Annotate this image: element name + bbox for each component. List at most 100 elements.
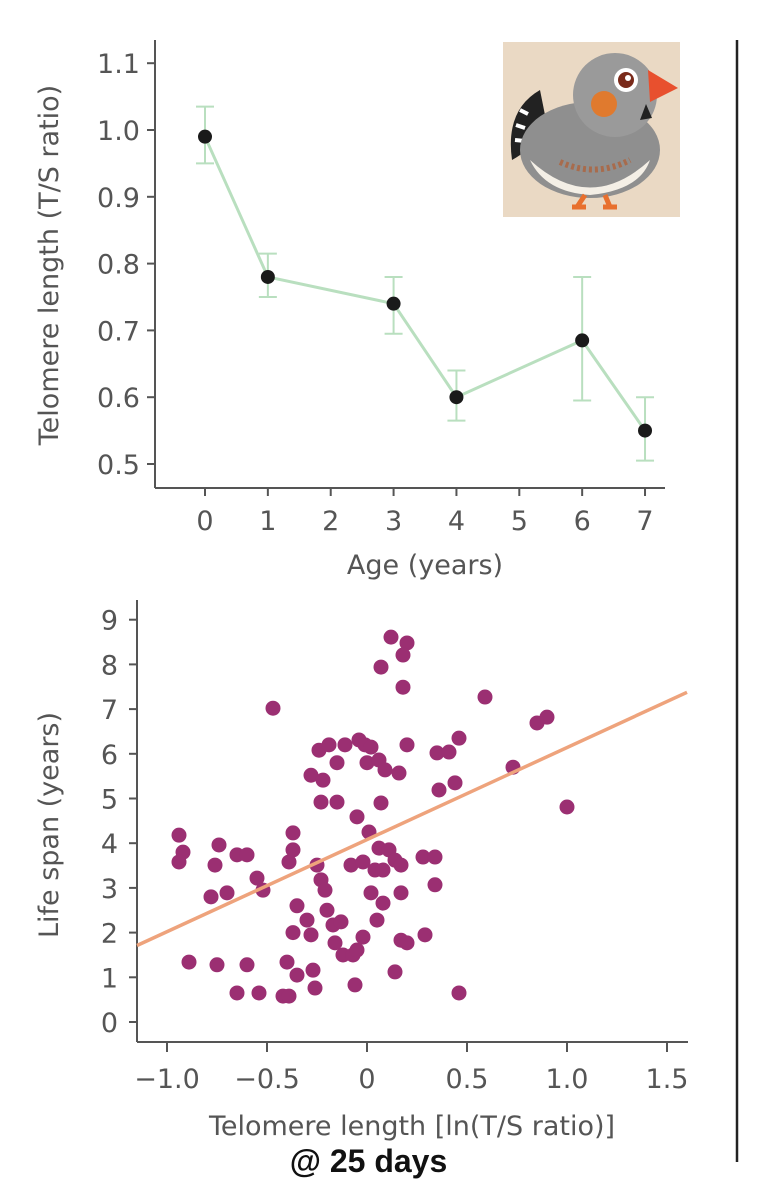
- x-axis-label: Age (years): [347, 550, 503, 581]
- scatter-point: [349, 809, 365, 825]
- bird-eye-highlight: [625, 75, 631, 81]
- x-tick-label: 6: [574, 506, 591, 537]
- y-tick-label: 0.8: [97, 250, 140, 281]
- y-axis-label: Telomere length (T/S ratio): [34, 85, 65, 446]
- bird-tear-mark: [640, 104, 652, 120]
- scatter-point: [559, 799, 575, 815]
- bird-cheek: [591, 91, 617, 117]
- scatter-point: [333, 914, 349, 930]
- y-tick-label: 3: [101, 874, 118, 905]
- scatter-point: [429, 745, 445, 761]
- x-tick-label: 0: [358, 1064, 375, 1095]
- y-axis-label: Life span (years): [34, 712, 65, 938]
- scatter-point: [355, 929, 371, 945]
- scatter-point: [387, 964, 403, 980]
- scatter-point: [289, 898, 305, 914]
- x-tick-label: 0: [196, 506, 213, 537]
- scatter-point: [395, 679, 411, 695]
- scatter-point: [363, 739, 379, 755]
- data-point: [638, 423, 653, 438]
- scatter-point: [393, 885, 409, 901]
- scatter-point: [305, 962, 321, 978]
- scatter-point: [219, 885, 235, 901]
- scatter-point: [307, 980, 323, 996]
- scatter-point: [359, 755, 375, 771]
- scatter-point: [395, 647, 411, 663]
- scatter-point: [427, 877, 443, 893]
- scatter-point: [285, 842, 301, 858]
- y-tick-label: 0.9: [97, 183, 140, 214]
- scatter-point: [209, 957, 225, 973]
- scatter-point: [383, 629, 399, 645]
- scatter-point: [399, 635, 415, 651]
- x-tick-label: 5: [511, 506, 528, 537]
- series-line: [203, 136, 647, 432]
- scatter-point: [321, 737, 337, 753]
- scatter-point: [281, 988, 297, 1004]
- bird-head: [573, 53, 657, 137]
- scatter-point: [477, 689, 493, 705]
- scatter-point: [329, 794, 345, 810]
- scatter-point: [427, 849, 443, 865]
- scatter-point: [281, 854, 297, 870]
- y-tick-label: 7: [101, 695, 118, 726]
- scatter-point: [229, 985, 245, 1001]
- y-tick-label: 9: [101, 606, 118, 637]
- tail-stripes: [514, 108, 531, 154]
- scatter-point: [279, 954, 295, 970]
- scatter-point: [239, 847, 255, 863]
- scatter-point: [319, 902, 335, 918]
- x-tick-label: 3: [385, 506, 402, 537]
- scatter-point: [203, 889, 219, 905]
- scatter-point: [171, 854, 187, 870]
- scatter-point: [171, 827, 187, 843]
- y-tick-label: 0.5: [97, 450, 140, 481]
- x-tick-label: 2: [322, 506, 339, 537]
- y-tick-label: 0.7: [97, 316, 140, 347]
- y-tick-label: 1.1: [97, 49, 140, 80]
- scatter-point: [399, 935, 415, 951]
- scatter-point: [375, 895, 391, 911]
- scatter-point: [207, 857, 223, 873]
- scatter-point: [285, 925, 301, 941]
- y-tick-label: 5: [101, 785, 118, 816]
- scatter-point: [329, 755, 345, 771]
- x-tick-label: 1: [259, 506, 276, 537]
- data-point: [575, 333, 590, 348]
- scatter-point: [337, 737, 353, 753]
- y-tick-label: 2: [101, 919, 118, 950]
- x-tick-label: 7: [636, 506, 653, 537]
- data-point: [260, 269, 275, 284]
- x-tick-label: 1.0: [546, 1064, 589, 1095]
- scatter-point: [441, 744, 457, 760]
- data-point: [198, 129, 212, 144]
- scatter-point: [363, 885, 379, 901]
- scatter-point: [303, 767, 319, 783]
- data-point: [449, 390, 464, 405]
- scatter-point: [211, 837, 227, 853]
- x-tick-label: 1.5: [646, 1064, 689, 1095]
- scatter-point: [347, 977, 363, 993]
- scatter-point: [391, 765, 407, 781]
- x-tick-label: 0.5: [446, 1064, 489, 1095]
- bird-belly: [530, 160, 650, 195]
- scatter-point: [313, 794, 329, 810]
- scatter-point: [369, 912, 385, 928]
- scatter-point: [239, 957, 255, 973]
- scatter-point: [393, 857, 409, 873]
- scatter-point: [373, 795, 389, 811]
- scatter-point: [317, 882, 333, 898]
- scatter-point: [285, 825, 301, 841]
- scatter-point: [399, 737, 415, 753]
- bird-flank: [558, 157, 632, 173]
- scatter-point: [181, 954, 197, 970]
- scatter-point: [265, 700, 281, 716]
- scatter-point: [373, 659, 389, 675]
- scatter-point: [289, 967, 305, 983]
- bird-beak: [648, 70, 678, 102]
- y-tick-label: 8: [101, 650, 118, 681]
- x-axis-label: Telomere length [ln(T/S ratio)]: [208, 1111, 615, 1142]
- zebra-finch-icon: [503, 42, 680, 217]
- data-point: [386, 296, 401, 311]
- y-tick-label: 0: [101, 1008, 118, 1039]
